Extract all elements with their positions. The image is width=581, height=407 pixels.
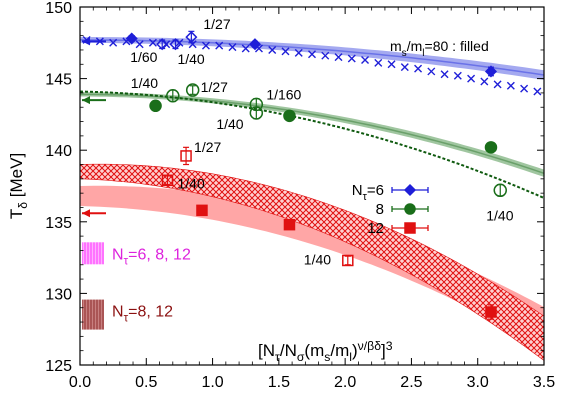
cross-marker-nt6 xyxy=(241,44,250,53)
point-label: 1/27 xyxy=(194,139,221,155)
legend-label: Nτ​=6 xyxy=(352,182,384,203)
text-labels: Tδ [MeV] 1/60 1/40 1/27 1/40 1/27 1/160 1/40 1/… xyxy=(7,0,555,391)
cross-marker-nt6 xyxy=(520,84,529,93)
data-point xyxy=(484,141,498,154)
y-tick-label: 135 xyxy=(45,215,72,232)
cross-marker-nt6 xyxy=(467,74,476,83)
plot-area xyxy=(80,30,544,361)
point-label: 1/60 xyxy=(130,49,157,65)
cross-marker-nt6 xyxy=(387,60,396,69)
y-tick-label: 130 xyxy=(45,286,72,303)
cross-marker-nt6 xyxy=(533,87,542,96)
cross-marker-nt6 xyxy=(135,40,144,49)
point-label: 1/40 xyxy=(304,251,331,267)
point-label: 1/27 xyxy=(203,16,230,32)
cross-marker-nt6 xyxy=(493,80,502,89)
continuum-arrow-head xyxy=(82,96,90,105)
x-tick-label: 1.0 xyxy=(201,374,223,391)
hatched-band-nt12 xyxy=(80,163,544,361)
cross-marker-nt6 xyxy=(281,47,290,56)
cross-marker-nt6 xyxy=(374,58,383,67)
y-tick-label: 140 xyxy=(45,143,72,160)
y-tick-label: 145 xyxy=(45,72,72,89)
legend-label: 8 xyxy=(376,201,384,218)
data-point xyxy=(404,222,416,234)
cross-marker-nt6 xyxy=(308,50,316,59)
data-point xyxy=(283,218,296,231)
x-axis-label: [Nτ​/Nσ​(ms​/ml​)ν/βδ​]3​ xyxy=(258,339,393,364)
cross-marker-nt6 xyxy=(321,51,330,60)
y-tick-label: 150 xyxy=(45,0,72,17)
fit-line-nt6 xyxy=(80,39,544,76)
point-label: 1/160 xyxy=(266,86,301,102)
cross-marker-nt6 xyxy=(215,41,224,50)
cross-marker-nt6 xyxy=(427,67,436,76)
cross-marker-nt6 xyxy=(506,81,515,90)
point-label: 1/40 xyxy=(177,175,204,191)
cross-marker-nt6 xyxy=(268,45,277,54)
cross-marker-nt6 xyxy=(414,64,423,73)
data-point xyxy=(283,109,296,123)
data-point xyxy=(125,32,138,45)
x-tick-label: 0.5 xyxy=(135,374,157,391)
legend-box-label: Nτ​=8, 12 xyxy=(112,304,173,325)
point-label: 1/40 xyxy=(216,116,243,132)
x-tick-label: 2.5 xyxy=(400,374,422,391)
cross-marker-nt6 xyxy=(201,41,210,50)
cross-marker-nt6 xyxy=(453,71,462,80)
cross-marker-nt6 xyxy=(148,38,157,47)
y-axis-label: Tδ [MeV] xyxy=(7,153,30,219)
data-point xyxy=(156,38,169,51)
data-point xyxy=(169,38,182,51)
data-point xyxy=(403,183,417,197)
x-tick-label: 3.5 xyxy=(533,374,555,391)
cross-marker-nt6 xyxy=(294,48,303,57)
x-tick-label: 0.0 xyxy=(69,374,91,391)
dashed-line-nt8 xyxy=(80,90,544,199)
cross-marker-nt6 xyxy=(109,38,118,47)
data-point xyxy=(161,174,174,187)
cross-marker-nt6 xyxy=(480,77,489,86)
legend-label: 12 xyxy=(367,220,384,237)
point-label: 1/40 xyxy=(177,51,204,67)
legend-box-swatch xyxy=(82,299,104,330)
plot-frame xyxy=(79,6,545,366)
point-label: 1/40 xyxy=(486,207,513,223)
cross-marker-nt6 xyxy=(361,55,370,64)
plot-clip-group xyxy=(80,35,544,361)
continuum-arrow-head xyxy=(82,209,90,218)
axes xyxy=(79,6,545,366)
point-label: 1/27 xyxy=(201,79,228,95)
data-point xyxy=(149,99,162,113)
data-point xyxy=(404,203,416,215)
cross-marker-nt6 xyxy=(440,70,449,79)
x-tick-label: 1.5 xyxy=(268,374,290,391)
continuum-arrow-head xyxy=(82,37,90,46)
cross-marker-nt6 xyxy=(334,53,343,62)
chart-annotation: ms​/ml​=80 : filled xyxy=(390,38,489,59)
data-point xyxy=(485,306,497,318)
x-tick-label: 2.0 xyxy=(334,374,356,391)
data-point xyxy=(248,38,262,51)
y-tick-label: 125 xyxy=(45,358,72,375)
cross-marker-nt6 xyxy=(347,54,356,63)
legend-box-label: Nτ​=6, 8, 12 xyxy=(112,246,191,267)
point-label: 1/40 xyxy=(131,75,158,91)
cross-marker-nt6 xyxy=(400,63,409,72)
data-point xyxy=(185,83,200,97)
data-point xyxy=(484,65,498,78)
legend-box-swatch xyxy=(82,242,104,265)
x-tick-label: 3.0 xyxy=(467,374,489,391)
data-point xyxy=(342,254,354,267)
cross-marker-nt6 xyxy=(228,43,237,52)
data-point xyxy=(196,204,208,217)
